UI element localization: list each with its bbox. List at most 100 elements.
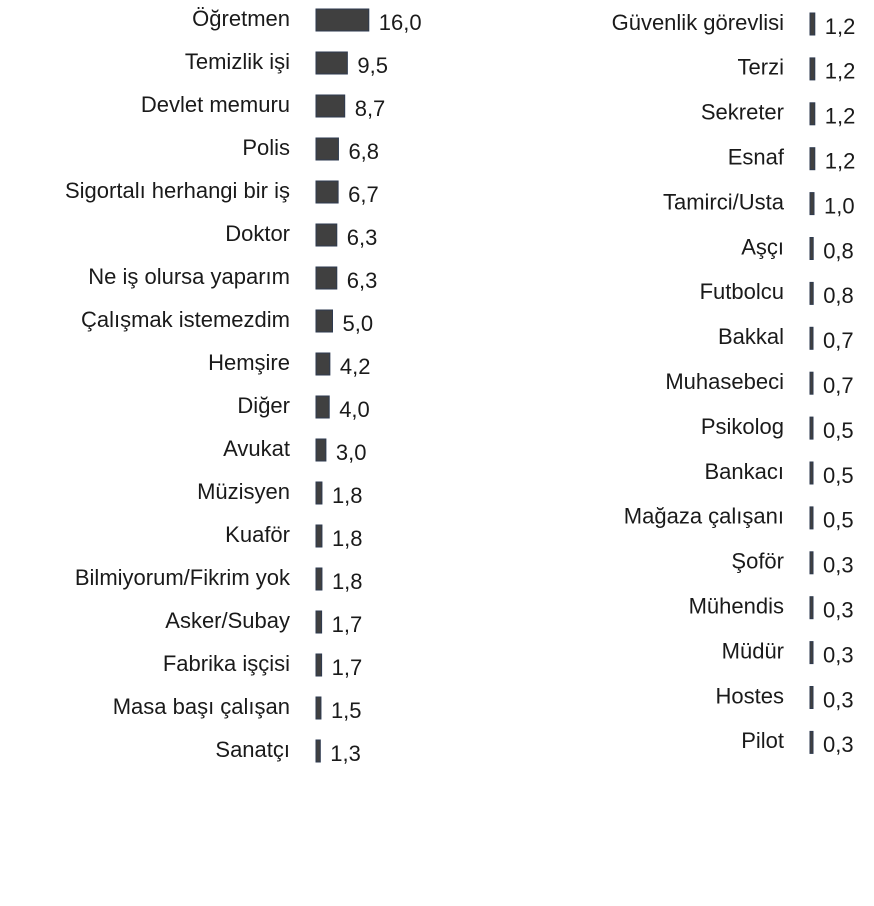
value-label: 1,2 bbox=[825, 59, 856, 84]
value-label: 0,7 bbox=[823, 328, 854, 353]
bar bbox=[809, 57, 816, 81]
bar bbox=[315, 137, 339, 161]
category-label: Kuaför bbox=[225, 522, 290, 547]
bar bbox=[809, 12, 816, 36]
category-label: Sekreter bbox=[701, 100, 784, 125]
bar bbox=[809, 147, 816, 171]
category-label: Doktor bbox=[225, 221, 290, 246]
category-label: Masa başı çalışan bbox=[113, 694, 290, 719]
bar bbox=[809, 281, 814, 305]
category-label: Müzisyen bbox=[197, 479, 290, 504]
category-label: Bilmiyorum/Fikrim yok bbox=[75, 565, 291, 590]
category-label: Hemşire bbox=[208, 350, 290, 375]
bar bbox=[809, 192, 815, 216]
category-label: Şoför bbox=[731, 549, 784, 574]
value-label: 1,8 bbox=[332, 569, 363, 594]
value-label: 1,5 bbox=[331, 698, 362, 723]
category-label: Hostes bbox=[716, 683, 784, 708]
value-label: 9,5 bbox=[357, 53, 388, 78]
bar bbox=[809, 551, 814, 575]
category-label: Çalışmak istemezdim bbox=[81, 307, 290, 332]
category-label: Mühendis bbox=[689, 594, 784, 619]
bar bbox=[315, 610, 323, 634]
category-label: Temizlik işi bbox=[185, 49, 290, 74]
value-label: 0,3 bbox=[823, 553, 854, 578]
bar bbox=[315, 8, 370, 32]
bar bbox=[315, 94, 346, 118]
category-label: Fabrika işçisi bbox=[163, 651, 290, 676]
bar bbox=[315, 481, 323, 505]
bar bbox=[809, 461, 814, 485]
value-label: 1,7 bbox=[332, 612, 363, 637]
category-label: Sanatçı bbox=[215, 737, 290, 762]
bar bbox=[315, 395, 330, 419]
bar bbox=[809, 371, 814, 395]
category-label: Bakkal bbox=[718, 324, 784, 349]
category-label: Sigortalı herhangi bir iş bbox=[65, 178, 290, 203]
bar bbox=[315, 524, 323, 548]
bar bbox=[809, 730, 814, 754]
bar bbox=[315, 309, 333, 333]
bar bbox=[809, 686, 814, 709]
category-label: Polis bbox=[242, 135, 290, 160]
value-label: 0,3 bbox=[823, 642, 854, 667]
value-label: 1,8 bbox=[332, 526, 363, 551]
category-label: Ne iş olursa yaparım bbox=[88, 264, 290, 289]
bar bbox=[809, 641, 814, 665]
category-label: Devlet memuru bbox=[141, 92, 290, 117]
bar bbox=[315, 223, 338, 247]
value-label: 1,7 bbox=[332, 655, 363, 680]
value-label: 1,2 bbox=[825, 14, 856, 39]
value-label: 1,8 bbox=[332, 483, 363, 508]
value-label: 0,5 bbox=[823, 463, 854, 488]
value-label: 0,3 bbox=[823, 687, 854, 712]
value-label: 0,8 bbox=[823, 238, 854, 263]
value-label: 6,8 bbox=[348, 139, 379, 164]
value-label: 1,2 bbox=[825, 104, 856, 129]
value-label: 0,5 bbox=[823, 418, 854, 443]
value-label: 0,3 bbox=[823, 732, 854, 757]
value-label: 6,7 bbox=[348, 182, 379, 207]
category-label: Diğer bbox=[237, 393, 290, 418]
category-label: Futbolcu bbox=[700, 279, 784, 304]
category-label: Asker/Subay bbox=[165, 608, 290, 633]
bar bbox=[315, 266, 338, 290]
value-label: 0,5 bbox=[823, 508, 854, 533]
bar bbox=[315, 739, 321, 763]
value-label: 6,3 bbox=[347, 225, 378, 250]
value-label: 4,2 bbox=[340, 354, 371, 379]
value-label: 0,3 bbox=[823, 598, 854, 623]
value-label: 5,0 bbox=[343, 311, 374, 336]
value-label: 1,2 bbox=[825, 149, 856, 174]
bar bbox=[809, 326, 814, 350]
bar bbox=[315, 352, 331, 376]
bar bbox=[315, 653, 323, 677]
bar bbox=[315, 696, 322, 720]
value-label: 8,7 bbox=[355, 96, 386, 121]
category-label: Psikolog bbox=[701, 414, 784, 439]
category-label: Mağaza çalışanı bbox=[624, 504, 784, 529]
category-label: Tamirci/Usta bbox=[663, 189, 785, 214]
bar bbox=[809, 102, 816, 126]
value-label: 4,0 bbox=[339, 397, 370, 422]
bar bbox=[315, 51, 348, 75]
value-label: 16,0 bbox=[379, 10, 422, 35]
value-label: 0,8 bbox=[823, 283, 854, 308]
bar bbox=[315, 180, 339, 204]
value-label: 1,3 bbox=[330, 741, 361, 766]
bar bbox=[809, 506, 814, 530]
value-label: 0,7 bbox=[823, 373, 854, 398]
category-label: Esnaf bbox=[728, 145, 785, 170]
category-label: Aşçı bbox=[741, 234, 784, 259]
bar bbox=[809, 596, 814, 620]
category-label: Müdür bbox=[722, 638, 784, 663]
bar bbox=[809, 416, 814, 440]
category-label: Öğretmen bbox=[192, 6, 290, 31]
category-label: Muhasebeci bbox=[665, 369, 784, 394]
category-label: Pilot bbox=[741, 728, 784, 753]
value-label: 1,0 bbox=[824, 193, 855, 218]
category-label: Güvenlik görevlisi bbox=[612, 10, 784, 35]
bar bbox=[315, 438, 327, 462]
bar bbox=[315, 567, 323, 591]
value-label: 3,0 bbox=[336, 440, 367, 465]
